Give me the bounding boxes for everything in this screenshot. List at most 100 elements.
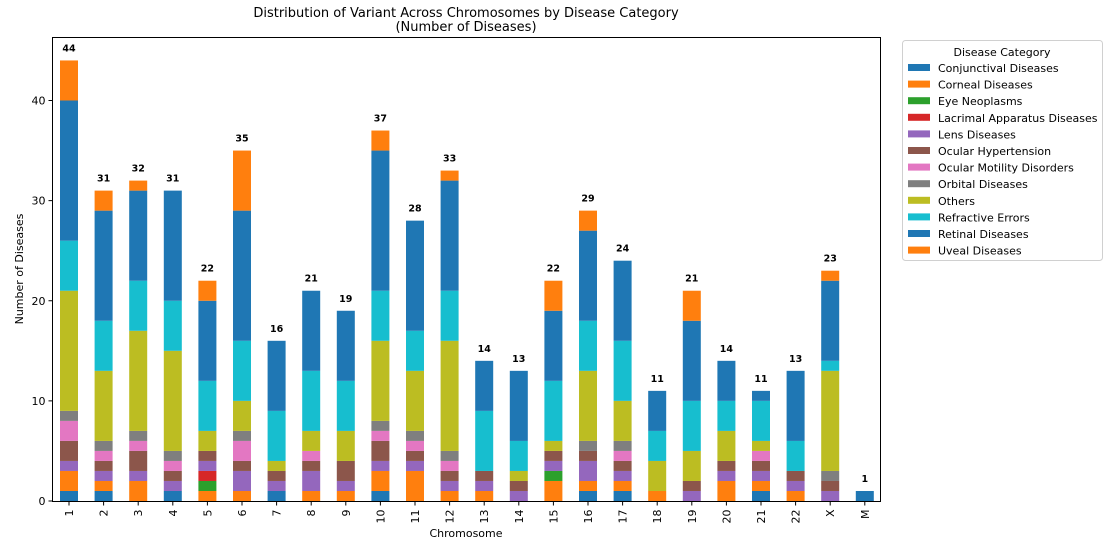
bar-segment-X-orbital-diseases xyxy=(821,470,840,481)
bar-total-label-18: 11 xyxy=(651,374,664,385)
bar-segment-16-conjunctival-diseases xyxy=(579,490,597,501)
bar-segment-17-orbital-diseases xyxy=(613,440,632,451)
bar-segment-10-refractive-errors xyxy=(371,290,390,341)
bar-segment-8-refractive-errors xyxy=(302,370,321,431)
bar-segment-1-retinal-diseases xyxy=(60,100,78,241)
bar-segment-6-lens-diseases xyxy=(233,470,251,491)
bar-segment-20-refractive-errors xyxy=(717,400,736,431)
bar-segment-17-refractive-errors xyxy=(613,340,632,401)
x-tick-label: 16 xyxy=(582,510,595,524)
legend-swatch xyxy=(908,80,930,88)
legend-title: Disease Category xyxy=(953,46,1050,59)
bar-segment-10-others xyxy=(371,340,390,421)
bar-segment-17-ocular-motility-disorders xyxy=(613,450,632,461)
x-tick-label: 1 xyxy=(63,510,76,517)
legend-label: Ocular Hypertension xyxy=(938,145,1051,158)
bar-segment-18-others xyxy=(648,460,667,491)
bar-total-label-19: 21 xyxy=(685,274,698,285)
y-tick-label: 10 xyxy=(32,395,46,408)
legend: Disease Category Conjunctival Diseases Co… xyxy=(902,40,1103,261)
x-tick-label: 11 xyxy=(409,510,422,524)
bar-segment-21-corneal-diseases xyxy=(752,480,770,491)
legend-label: Conjunctival Diseases xyxy=(938,62,1059,75)
bar-segment-8-corneal-diseases xyxy=(302,490,321,501)
legend-label: Eye Neoplasms xyxy=(938,95,1023,108)
bar-segment-3-orbital-diseases xyxy=(129,430,148,441)
bar-total-label-20: 14 xyxy=(720,344,734,355)
bar-segment-16-orbital-diseases xyxy=(579,440,597,451)
legend-swatch xyxy=(908,246,930,254)
bar-segment-15-uveal-diseases xyxy=(544,280,563,311)
bar-segment-14-refractive-errors xyxy=(509,440,528,471)
bar-segment-16-lens-diseases xyxy=(579,460,597,481)
bar-segment-3-ocular-hypertension xyxy=(129,450,148,471)
plot-frame xyxy=(52,37,881,502)
bar-segment-2-ocular-motility-disorders xyxy=(94,450,113,461)
x-tick-label: 13 xyxy=(478,510,491,524)
bar-segment-19-ocular-hypertension xyxy=(682,480,701,491)
bar-segment-9-refractive-errors xyxy=(336,380,355,431)
bar-segment-16-corneal-diseases xyxy=(579,480,597,491)
bar-segment-12-orbital-diseases xyxy=(440,450,459,461)
bar-segment-6-ocular-motility-disorders xyxy=(233,440,251,461)
bar-segment-X-retinal-diseases xyxy=(821,280,840,361)
x-tick-label: 5 xyxy=(201,510,214,517)
bar-segment-15-ocular-hypertension xyxy=(544,450,563,461)
bar-total-label-9: 19 xyxy=(339,294,352,305)
bar-total-label-11: 28 xyxy=(408,204,422,215)
bar-segment-5-uveal-diseases xyxy=(198,280,217,301)
bar-segment-11-ocular-motility-disorders xyxy=(406,440,424,451)
bar-segment-15-others xyxy=(544,440,563,451)
bar-total-label-14: 13 xyxy=(512,354,525,365)
bar-segment-7-lens-diseases xyxy=(267,480,286,491)
bar-segment-14-lens-diseases xyxy=(509,490,528,501)
x-tick-label: 6 xyxy=(236,510,249,517)
bar-segment-6-ocular-hypertension xyxy=(233,460,251,471)
bar-segment-17-conjunctival-diseases xyxy=(613,490,632,501)
bar-segment-M-conjunctival-diseases xyxy=(855,490,874,501)
y-axis: 0 10 20 30 40 xyxy=(32,95,53,508)
bar-segment-20-retinal-diseases xyxy=(717,360,736,401)
bar-segment-16-others xyxy=(579,370,597,441)
bar-segment-5-corneal-diseases xyxy=(198,490,217,501)
x-tick-label: 15 xyxy=(547,510,560,524)
x-tick-label: 3 xyxy=(132,510,145,517)
bar-segment-12-refractive-errors xyxy=(440,290,459,341)
bar-total-label-10: 37 xyxy=(374,114,387,125)
bar-segment-7-conjunctival-diseases xyxy=(267,490,286,501)
bar-segment-3-uveal-diseases xyxy=(129,180,148,191)
bar-segment-10-lens-diseases xyxy=(371,460,390,471)
bar-segment-17-retinal-diseases xyxy=(613,260,632,341)
bar-segment-12-uveal-diseases xyxy=(440,170,459,181)
bar-segment-4-conjunctival-diseases xyxy=(163,490,182,501)
bar-segment-15-retinal-diseases xyxy=(544,310,563,381)
x-tick-label: 21 xyxy=(755,510,768,524)
bar-segment-21-ocular-hypertension xyxy=(752,460,770,471)
bar-segment-3-ocular-motility-disorders xyxy=(129,440,148,451)
bar-segment-19-others xyxy=(682,450,701,481)
bar-segment-8-retinal-diseases xyxy=(302,290,321,371)
bar-segment-15-refractive-errors xyxy=(544,380,563,441)
bar-total-label-22: 13 xyxy=(789,354,802,365)
legend-label: Uveal Diseases xyxy=(938,245,1022,258)
bar-segment-8-ocular-motility-disorders xyxy=(302,450,321,461)
bar-total-label-15: 22 xyxy=(547,264,560,275)
bar-segment-19-lens-diseases xyxy=(682,490,701,501)
bar-segment-17-others xyxy=(613,400,632,441)
bar-segment-3-refractive-errors xyxy=(129,280,148,331)
legend-swatch xyxy=(908,163,930,171)
bar-segment-X-ocular-hypertension xyxy=(821,480,840,491)
bar-segment-16-retinal-diseases xyxy=(579,230,597,321)
bar-segment-11-others xyxy=(406,370,424,431)
bar-segment-9-ocular-hypertension xyxy=(336,460,355,481)
bar-segment-3-others xyxy=(129,330,148,431)
bar-segment-3-corneal-diseases xyxy=(129,480,148,501)
bar-segment-9-corneal-diseases xyxy=(336,490,355,501)
bar-segment-2-lens-diseases xyxy=(94,470,113,481)
bar-segment-12-corneal-diseases xyxy=(440,490,459,501)
x-tick-label: 17 xyxy=(617,510,630,524)
bar-segment-4-ocular-motility-disorders xyxy=(163,460,182,471)
bar-segment-5-refractive-errors xyxy=(198,380,217,431)
bar-segment-5-others xyxy=(198,430,217,451)
bar-segment-9-lens-diseases xyxy=(336,480,355,491)
